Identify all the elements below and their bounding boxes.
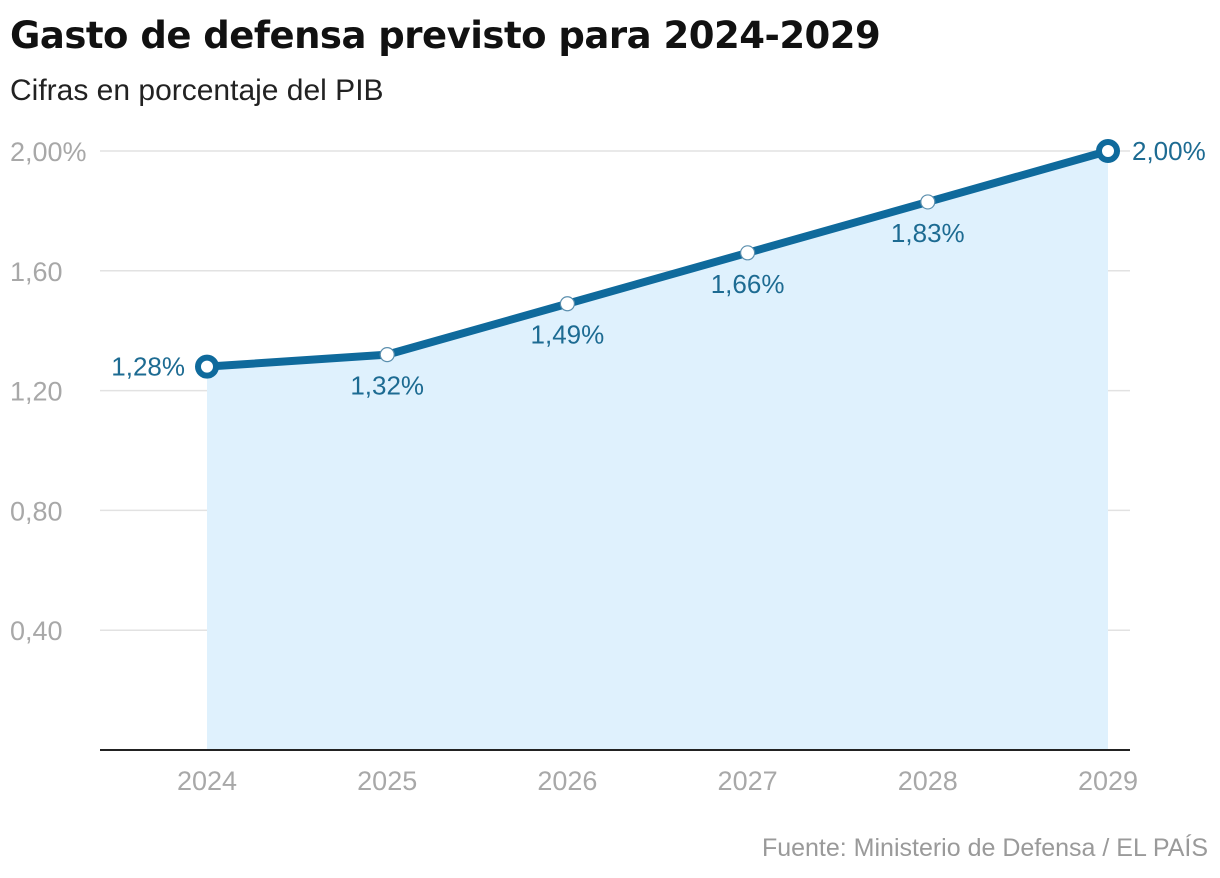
data-point-2029 xyxy=(1096,139,1120,163)
y-tick-label-2: 1,20 xyxy=(10,377,63,407)
data-point-2024 xyxy=(195,354,219,379)
data-points xyxy=(195,139,1120,379)
chart-subtitle: Cifras en porcentaje del PIB xyxy=(10,74,384,107)
data-point-2025 xyxy=(379,347,395,363)
area-fill xyxy=(207,151,1108,750)
series-line-layer xyxy=(203,147,1112,371)
x-tick-label-2029: 2029 xyxy=(1078,766,1138,796)
data-label-2027: 1,66% xyxy=(711,269,785,299)
y-tick-label-0: 0,40 xyxy=(10,616,63,646)
x-tick-label-2024: 2024 xyxy=(177,766,237,796)
x-tick-label-2025: 2025 xyxy=(357,766,417,796)
y-axis-tick-labels: 0,40 0,80 1,20 1,60 2,00% xyxy=(10,137,87,646)
data-point-2027 xyxy=(739,245,756,261)
chart-title: Gasto de defensa previsto para 2024-2029 xyxy=(10,14,881,57)
y-tick-label-3: 1,60 xyxy=(10,257,63,287)
chart-source: Fuente: Ministerio de Defensa / EL PAÍS xyxy=(761,834,1208,862)
data-labels: 1,28% 1,32% 1,49% 1,66% 1,83% 2,00% xyxy=(111,136,1205,401)
data-label-2025: 1,32% xyxy=(350,371,424,401)
data-label-2026: 1,49% xyxy=(531,320,605,350)
data-point-2026 xyxy=(559,296,576,312)
data-label-2028: 1,83% xyxy=(891,218,965,248)
series-line xyxy=(203,147,1112,371)
x-tick-label-2026: 2026 xyxy=(537,766,597,796)
y-tick-label-4: 2,00% xyxy=(10,137,87,167)
x-tick-label-2027: 2027 xyxy=(718,766,778,796)
data-label-2024: 1,28% xyxy=(111,352,185,382)
y-tick-label-1: 0,80 xyxy=(10,496,63,526)
area-fill-layer xyxy=(207,151,1108,750)
x-axis-tick-labels: 2024 2025 2026 2027 2028 2029 xyxy=(177,766,1138,796)
data-point-2028 xyxy=(920,194,936,210)
data-label-2029: 2,00% xyxy=(1132,136,1206,166)
x-tick-label-2028: 2028 xyxy=(898,766,958,796)
